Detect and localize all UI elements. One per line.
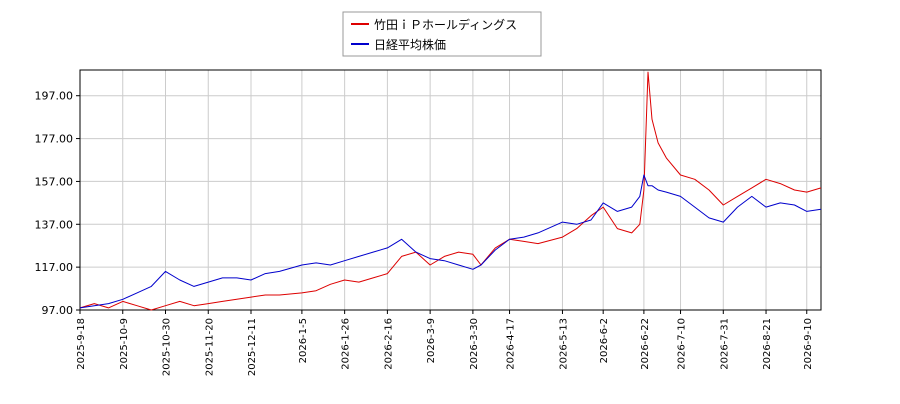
x-tick-label: 2026-1-5 <box>298 318 309 363</box>
y-tick-label: 117.00 <box>35 261 74 274</box>
x-tick-label: 2026-7-10 <box>677 318 688 370</box>
x-tick-label: 2026-3-9 <box>426 318 437 363</box>
y-tick-label: 197.00 <box>35 90 74 103</box>
x-tick-label: 2025-11-20 <box>204 318 215 376</box>
legend: 竹田ｉＰホールディングス 日経平均株価 <box>342 11 542 57</box>
y-tick-label: 137.00 <box>35 218 74 231</box>
x-tick-label: 2025-12-11 <box>247 318 258 376</box>
legend-label-series-1: 竹田ｉＰホールディングス <box>374 17 517 32</box>
series-lines <box>79 71 822 311</box>
series-line-2 <box>79 174 822 309</box>
x-tick-label: 2026-6-22 <box>640 318 651 370</box>
x-tick-label: 2025-10-9 <box>119 318 130 370</box>
x-tick-label: 2026-2-16 <box>383 318 394 370</box>
x-tick-label: 2026-5-13 <box>558 318 569 370</box>
legend-box <box>342 11 542 57</box>
y-axis-ticks: 97.00 117.00 137.00 157.00 177.00 197.00 <box>35 90 80 317</box>
x-tick-label: 2026-8-21 <box>762 318 773 370</box>
x-tick-label: 2026-9-10 <box>803 318 814 370</box>
y-tick-label: 97.00 <box>42 304 74 317</box>
y-tick-label: 157.00 <box>35 175 74 188</box>
x-tick-label: 2025-9-18 <box>76 318 87 370</box>
x-tick-label: 2026-6-2 <box>599 318 610 363</box>
gridlines <box>79 70 821 311</box>
series-line-1 <box>79 71 822 311</box>
y-tick-label: 177.00 <box>35 133 74 146</box>
x-tick-label: 2026-1-26 <box>341 318 352 370</box>
x-tick-label: 2026-3-30 <box>469 318 480 370</box>
x-tick-label: 2026-4-17 <box>506 318 517 370</box>
x-tick-label: 2026-7-31 <box>719 318 730 370</box>
legend-label-series-2: 日経平均株価 <box>374 37 446 52</box>
plot-area <box>79 69 822 311</box>
x-tick-label: 2025-10-30 <box>162 318 173 376</box>
x-axis-ticks: 2025-9-18 2025-10-9 2025-10-30 2025-11-20 20… <box>76 310 814 376</box>
